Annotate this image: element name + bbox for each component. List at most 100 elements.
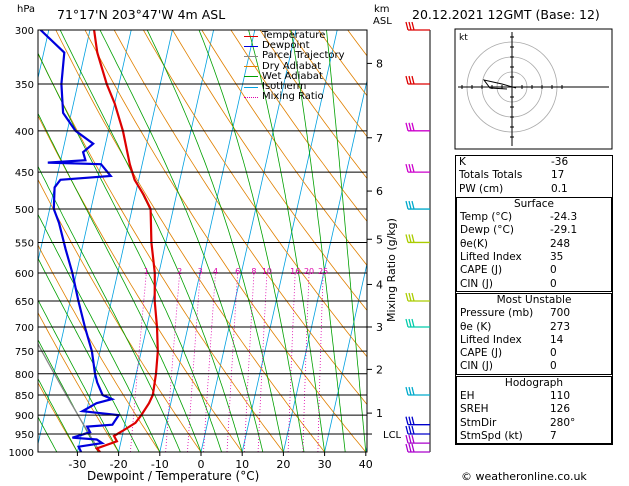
wind-barb	[405, 443, 430, 453]
wind-barb	[405, 21, 430, 31]
index-value: -36	[551, 156, 569, 168]
wind-barb	[405, 200, 430, 210]
index-row: Totals Totals 17	[456, 169, 612, 182]
index-row: K -36	[456, 156, 612, 169]
mixing-ratio-label: 16	[290, 267, 300, 276]
mixing-ratio-label: 10	[262, 267, 272, 276]
wet-adiabat-line	[38, 52, 222, 452]
legend-item: Isotherm	[244, 81, 345, 92]
wind-barb	[405, 386, 430, 396]
isotherm-line	[77, 30, 173, 452]
legend-swatch	[244, 56, 258, 57]
x-tick-label: -20	[110, 458, 128, 471]
index-row: SREH 126	[457, 403, 611, 416]
index-value: 35	[550, 251, 564, 264]
index-value: 0	[550, 347, 557, 360]
index-row: CIN (J) 0	[457, 360, 611, 373]
pressure-tick-label: 900	[15, 411, 34, 422]
legend-swatch	[244, 66, 258, 68]
location-title: 71°17'N 203°47'W 4m ASL	[57, 7, 226, 22]
index-value: 248	[550, 237, 571, 250]
index-row: CIN (J) 0	[457, 278, 611, 291]
index-value: 273	[550, 320, 571, 333]
pressure-tick-label: 650	[15, 297, 34, 308]
index-label: StmSpd (kt)	[460, 429, 523, 442]
isotherm-line	[118, 30, 214, 452]
pressure-tick-label: 550	[15, 238, 34, 249]
temperature-line	[93, 30, 159, 452]
isotherm-line	[38, 30, 91, 263]
legend-swatch	[244, 76, 258, 78]
legend-swatch	[244, 45, 258, 47]
pressure-tick-label: 400	[15, 127, 34, 138]
index-label: Pressure (mb)	[460, 307, 534, 320]
mixing-ratio-label: 20	[304, 267, 314, 276]
wind-barb	[405, 434, 430, 444]
x-tick-label: -30	[68, 458, 86, 471]
km-tick-label: 4	[376, 278, 383, 291]
mixing-ratio-axis-title: Mixing Ratio (g/kg)	[385, 218, 398, 322]
isotherm-line	[159, 30, 256, 452]
km-tick-label: 2	[376, 363, 383, 376]
pressure-tick-label: 950	[15, 430, 34, 441]
legend-item: Wet Adiabat	[244, 70, 345, 82]
pressure-tick-label: 350	[15, 80, 34, 91]
wind-barb	[405, 163, 430, 173]
isotherm-line	[324, 261, 367, 452]
hodograph-title: Hodograph	[504, 376, 564, 389]
wind-barb	[405, 122, 430, 132]
km-tick-label: 1	[376, 407, 383, 420]
pressure-tick-label: 500	[15, 205, 34, 216]
index-value: 0	[550, 277, 557, 290]
wind-barb	[405, 75, 430, 85]
lcl-label: LCL	[383, 430, 402, 441]
plot-frame	[37, 29, 368, 453]
hodograph-section: Hodograph EH 110 SREH 126 StmDir 280° StmSpd (…	[456, 375, 612, 445]
km-tick-label: 8	[376, 57, 383, 70]
pressure-tick-label: 450	[15, 168, 34, 179]
hodograph-box	[454, 28, 613, 150]
index-label: Lifted Index	[460, 333, 522, 346]
dry-adiabat-line	[230, 30, 367, 222]
legend-item: Dry Adiabat	[244, 60, 345, 72]
index-label: Dewp (°C)	[460, 224, 514, 237]
x-tick-label: 10	[235, 458, 249, 471]
isotherm-line	[241, 30, 338, 452]
index-row: CAPE (J) 0	[457, 347, 611, 360]
wind-barb	[405, 292, 430, 302]
legend-swatch	[244, 86, 258, 88]
hpa-label: hPa	[17, 4, 36, 15]
km-tick-label: 7	[376, 132, 383, 145]
legend-swatch	[244, 96, 258, 98]
legend-swatch	[244, 35, 258, 37]
km-label: km	[374, 4, 390, 15]
index-row: StmSpd (kt) 7	[457, 430, 611, 443]
index-value: -29.1	[550, 224, 578, 237]
surface-section: Surface Temp (°C) -24.3 Dewp (°C) -29.1 θe(K…	[456, 196, 612, 292]
x-tick-label: 40	[359, 458, 373, 471]
pressure-tick-label: 750	[15, 347, 34, 358]
footer-credit: © weatheronline.co.uk	[461, 470, 587, 483]
pressure-tick-label: 700	[15, 323, 34, 334]
index-label: Temp (°C)	[460, 211, 513, 224]
legend-label: Dewpoint	[262, 40, 310, 52]
dry-adiabat-line	[38, 114, 243, 452]
index-value: 126	[550, 403, 571, 416]
dry-adiabat-line	[38, 381, 78, 452]
isotherm-line	[200, 30, 297, 452]
index-label: θe (K)	[460, 320, 492, 333]
wind-barb	[405, 416, 430, 426]
dry-adiabat-line	[38, 312, 119, 452]
dry-adiabat-line	[201, 30, 367, 266]
legend-label: Wet Adiabat	[262, 70, 323, 82]
pressure-tick-label: 1000	[9, 448, 34, 459]
index-value: 0	[550, 360, 557, 373]
legend-label: Dry Adiabat	[262, 60, 322, 72]
index-row: Pressure (mb) 700	[457, 307, 611, 320]
index-label: CIN (J)	[460, 277, 493, 290]
legend-item: Mixing Ratio	[244, 92, 345, 102]
index-row: PW (cm) 0.1	[456, 183, 612, 196]
indices-table: K -36 Totals Totals 17 PW (cm) 0.1 Surface Te…	[455, 155, 613, 446]
dry-adiabat-line	[259, 30, 367, 180]
